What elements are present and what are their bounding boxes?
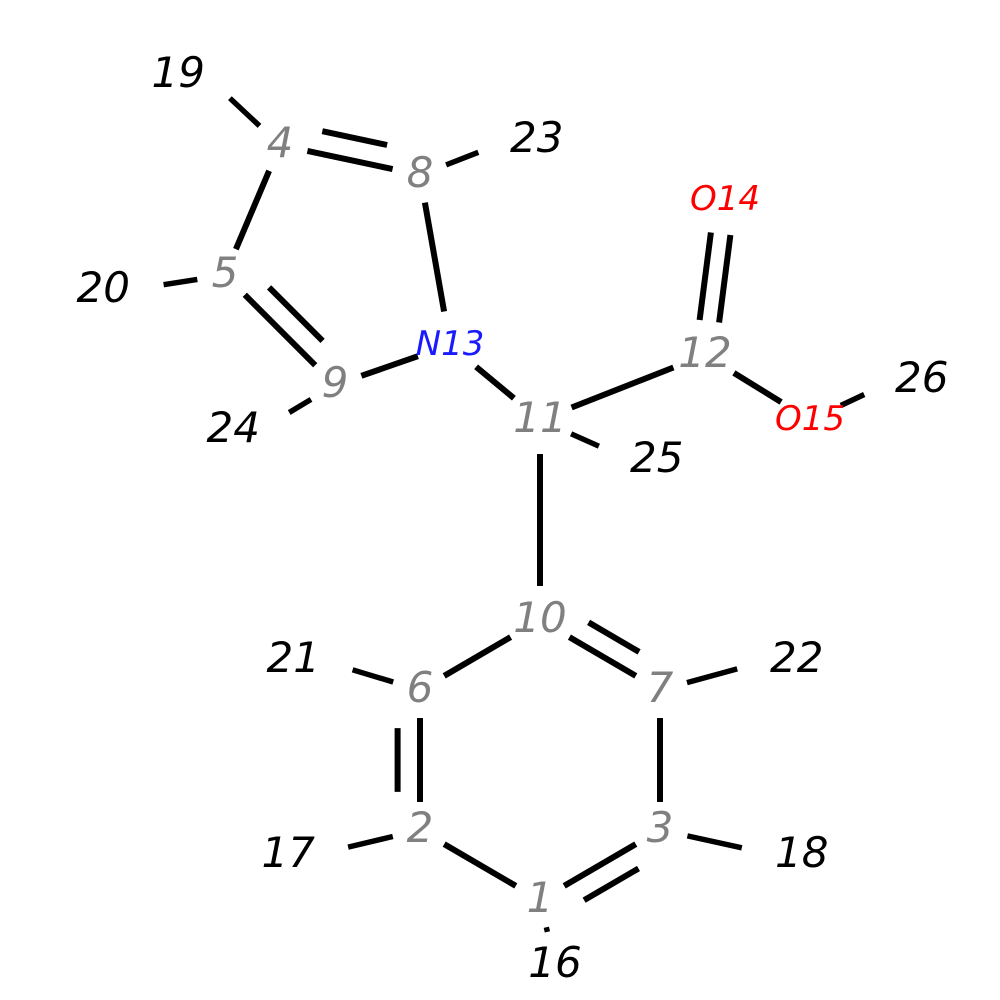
bond-line (719, 235, 730, 323)
bond-line (425, 203, 444, 312)
atom-label-2: 2 (407, 803, 434, 852)
atom-label-12: 12 (678, 328, 731, 377)
bond-line (687, 836, 741, 848)
bond-line (446, 152, 478, 165)
atom-label-O15: O15 (775, 399, 845, 439)
bond-line (444, 844, 516, 886)
bond-line (236, 171, 269, 249)
atom-label-25: 25 (630, 433, 683, 482)
atom-label-21: 21 (267, 633, 320, 682)
bond-line (687, 669, 737, 683)
bond-line (734, 373, 781, 402)
atom-label-4: 4 (267, 118, 294, 167)
bonds-layer (164, 98, 865, 932)
atom-label-5: 5 (212, 248, 239, 297)
atom-label-16: 16 (528, 938, 581, 987)
bond-line (322, 131, 387, 145)
bond-line (476, 367, 514, 398)
molecule-diagram: 1234567891011121617181920212223242526N13… (0, 0, 1000, 1000)
atom-label-8: 8 (407, 148, 434, 197)
bond-line (546, 927, 547, 932)
labels-layer: 1234567891011121617181920212223242526N13… (77, 48, 949, 987)
atom-label-19: 19 (152, 48, 205, 97)
bond-line (164, 279, 198, 284)
bond-line (230, 98, 260, 126)
atom-label-17: 17 (262, 828, 316, 877)
atom-label-10: 10 (513, 593, 566, 642)
atom-label-N13: N13 (416, 324, 485, 364)
bond-line (307, 151, 392, 169)
atom-label-7: 7 (647, 663, 674, 712)
bond-line (444, 637, 510, 676)
bond-line (289, 399, 311, 412)
bond-line (269, 287, 323, 341)
atom-label-18: 18 (775, 828, 828, 877)
bond-line (589, 622, 640, 652)
atom-label-1: 1 (527, 873, 554, 922)
atom-label-23: 23 (510, 113, 563, 162)
bond-line (700, 233, 711, 321)
bond-line (571, 434, 599, 446)
bond-line (348, 837, 393, 848)
atom-label-11: 11 (513, 393, 566, 442)
bond-line (353, 670, 394, 682)
atom-label-O14: O14 (690, 179, 760, 219)
bond-line (572, 368, 674, 408)
bond-line (245, 295, 315, 365)
atom-label-6: 6 (407, 663, 434, 712)
atom-label-20: 20 (77, 263, 130, 312)
atom-label-24: 24 (207, 403, 260, 452)
bond-line (361, 356, 418, 376)
atom-label-3: 3 (647, 803, 674, 852)
bond-line (584, 869, 638, 901)
atom-label-9: 9 (322, 358, 349, 407)
atom-label-26: 26 (895, 353, 948, 402)
atom-label-22: 22 (770, 633, 823, 682)
